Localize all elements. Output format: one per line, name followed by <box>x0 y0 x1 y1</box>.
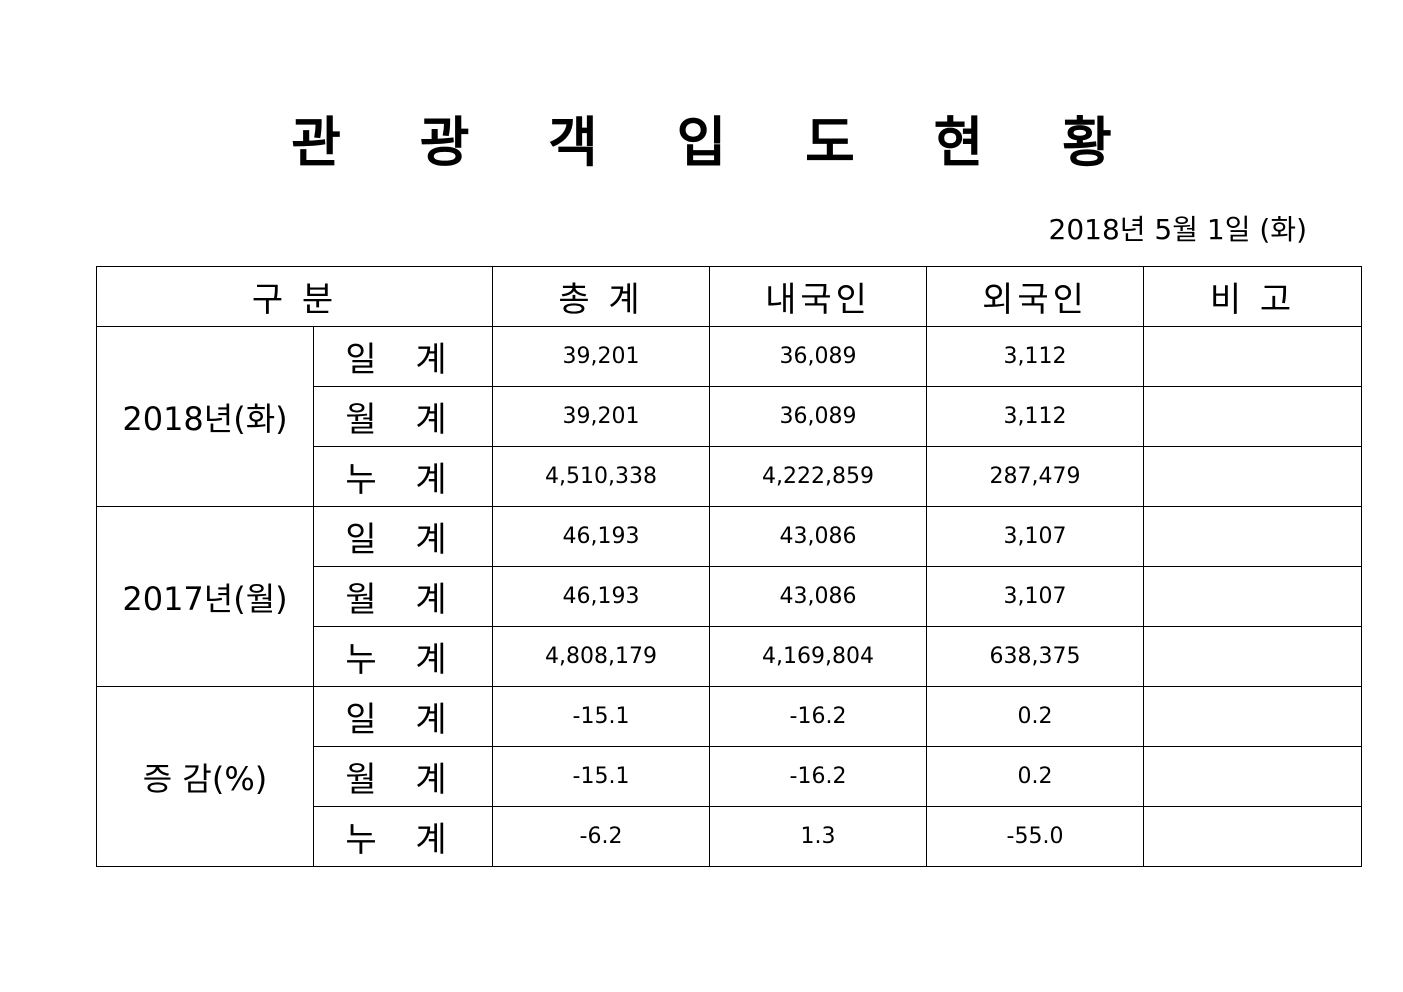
header-note: 비 고 <box>1143 266 1362 327</box>
cell-domestic: 4,169,804 <box>709 626 927 687</box>
row-label: 일 계 <box>313 506 493 567</box>
cell-total: 39,201 <box>492 326 710 387</box>
header-foreign: 외국인 <box>926 266 1144 327</box>
cell-total: 39,201 <box>492 386 710 447</box>
table-row: 누 계 -6.2 1.3 -55.0 <box>97 806 1362 867</box>
cell-note <box>1143 326 1362 387</box>
table-row: 누 계 4,808,179 4,169,804 638,375 <box>97 626 1362 687</box>
group-label: 증 감(%) <box>96 686 314 867</box>
cell-note <box>1143 686 1362 747</box>
cell-note <box>1143 806 1362 867</box>
cell-domestic: 36,089 <box>709 326 927 387</box>
header-total: 총 계 <box>492 266 710 327</box>
cell-note <box>1143 746 1362 807</box>
row-label: 누 계 <box>313 806 493 867</box>
cell-domestic: 36,089 <box>709 386 927 447</box>
cell-foreign: 3,112 <box>926 326 1144 387</box>
cell-note <box>1143 626 1362 687</box>
tourist-stats-table: 구 분 총 계 내국인 외국인 비 고 2018년(화) 일 계 39,201 … <box>96 266 1362 867</box>
table-row: 증 감(%) 일 계 -15.1 -16.2 0.2 <box>96 686 1362 867</box>
cell-foreign: 0.2 <box>926 746 1144 807</box>
header-category: 구 분 <box>96 266 493 327</box>
cell-domestic: 4,222,859 <box>709 446 927 507</box>
group-label: 2017년(월) <box>96 506 314 687</box>
page-title: 관 광 객 입 도 현 황 <box>291 111 1142 174</box>
cell-total: -15.1 <box>492 746 710 807</box>
row-label: 일 계 <box>313 686 493 747</box>
report-date: 2018년 5월 1일 (화) <box>1048 213 1307 246</box>
cell-foreign: 287,479 <box>926 446 1144 507</box>
cell-total: 4,510,338 <box>492 446 710 507</box>
row-label: 일 계 <box>313 326 493 387</box>
cell-total: 46,193 <box>492 506 710 567</box>
table-row: 2018년(화) 일 계 39,201 36,089 3,112 <box>96 326 1362 507</box>
header-row: 구 분 총 계 내국인 외국인 비 고 <box>96 266 1362 327</box>
table-row: 월 계 -15.1 -16.2 0.2 <box>97 746 1362 807</box>
table-row: 월 계 46,193 43,086 3,107 <box>97 566 1362 627</box>
cell-foreign: -55.0 <box>926 806 1144 867</box>
cell-foreign: 3,112 <box>926 386 1144 447</box>
cell-domestic: -16.2 <box>709 686 927 747</box>
cell-domestic: 43,086 <box>709 566 927 627</box>
cell-note <box>1143 446 1362 507</box>
cell-note <box>1143 386 1362 447</box>
cell-total: -6.2 <box>492 806 710 867</box>
row-label: 누 계 <box>313 626 493 687</box>
cell-foreign: 3,107 <box>926 506 1144 567</box>
cell-note <box>1143 566 1362 627</box>
cell-note <box>1143 506 1362 567</box>
cell-foreign: 638,375 <box>926 626 1144 687</box>
group-label: 2018년(화) <box>96 326 314 507</box>
row-label: 월 계 <box>313 386 493 447</box>
cell-foreign: 0.2 <box>926 686 1144 747</box>
cell-domestic: 1.3 <box>709 806 927 867</box>
header-domestic: 내국인 <box>709 266 927 327</box>
row-label: 월 계 <box>313 566 493 627</box>
row-label: 월 계 <box>313 746 493 807</box>
cell-foreign: 3,107 <box>926 566 1144 627</box>
table-row: 누 계 4,510,338 4,222,859 287,479 <box>97 446 1362 507</box>
cell-domestic: 43,086 <box>709 506 927 567</box>
cell-domestic: -16.2 <box>709 746 927 807</box>
table-row: 2017년(월) 일 계 46,193 43,086 3,107 <box>96 506 1362 687</box>
row-label: 누 계 <box>313 446 493 507</box>
cell-total: 4,808,179 <box>492 626 710 687</box>
cell-total: 46,193 <box>492 566 710 627</box>
cell-total: -15.1 <box>492 686 710 747</box>
